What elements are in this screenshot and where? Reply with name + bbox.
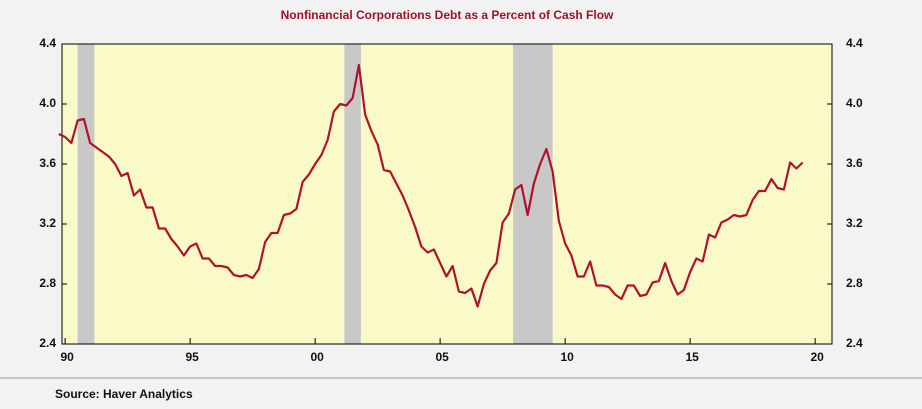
chart-title: Nonfinancial Corporations Debt as a Perc… [281, 8, 614, 22]
x-tick-label: 95 [185, 350, 199, 364]
recession-band [344, 44, 361, 344]
x-tick-label: 00 [310, 350, 324, 364]
y2-tick-label: 2.4 [846, 336, 863, 350]
data-line [58, 63, 804, 308]
y-tick-label: 3.6 [39, 156, 56, 170]
x-tick-label: 90 [60, 350, 74, 364]
plot-frame [61, 43, 833, 345]
y-tick-label: 4.0 [39, 96, 56, 110]
plot-area [62, 44, 832, 344]
source-note: Source: Haver Analytics [55, 387, 193, 401]
y2-tick-label: 2.8 [846, 276, 863, 290]
x-tick-label: 20 [810, 350, 824, 364]
y-tick-label: 2.8 [39, 276, 56, 290]
x-tick-label: 15 [685, 350, 699, 364]
x-tick-label: 10 [560, 350, 574, 364]
y2-tick-label: 4.4 [846, 36, 863, 50]
y2-tick-label: 3.6 [846, 156, 863, 170]
x-tick-label: 05 [435, 350, 449, 364]
y2-tick-label: 3.2 [846, 216, 863, 230]
y-tick-label: 2.4 [39, 336, 56, 350]
recession-band [77, 44, 95, 344]
y-tick-label: 3.2 [39, 216, 56, 230]
y-tick-label: 4.4 [39, 36, 56, 50]
y2-tick-label: 4.0 [846, 96, 863, 110]
